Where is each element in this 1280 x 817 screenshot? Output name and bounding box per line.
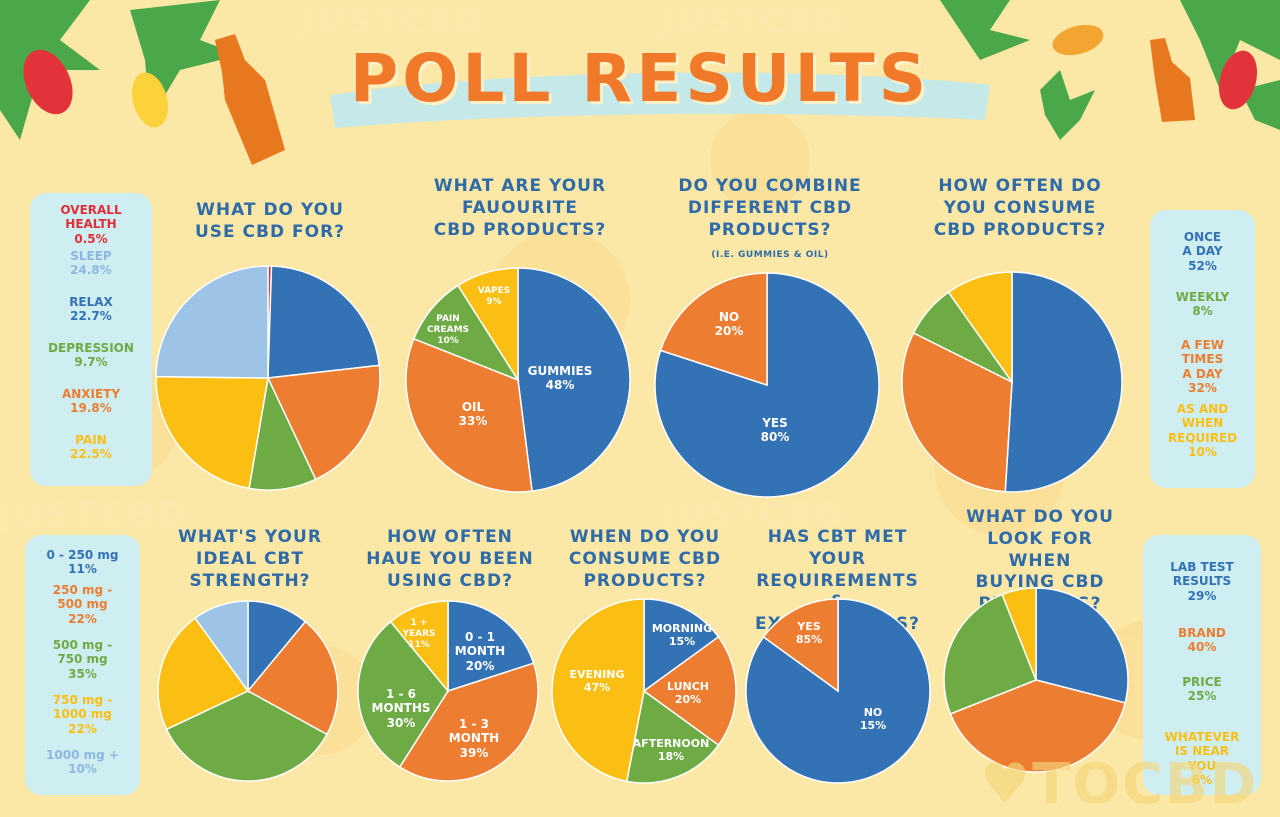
slice-label: 1 - 3 MONTH 39% [448, 717, 500, 760]
legend-entry: OVERALL HEALTH 0.5% [60, 203, 122, 246]
chart-title: HOW OFTEN HAUE YOU BEEN USING CBD? [366, 527, 534, 591]
legend-entry: 500 mg - 750 mg 35% [52, 638, 113, 681]
legend-panel-left-top [30, 193, 152, 486]
legend-panel-left-bottom [25, 535, 140, 795]
slice-label: YES 80% [760, 416, 790, 445]
watermark: JUSTCBD [300, 2, 489, 42]
slice-label: MORNING 15% [651, 622, 713, 649]
page-title: POLL RESULTS [349, 40, 931, 117]
slice-label: OIL 33% [458, 400, 488, 429]
oil-bottle-icon [215, 34, 1195, 165]
legend-entry: 0 - 250 mg 11% [46, 548, 119, 577]
slice-label: VAPES 9% [477, 286, 511, 307]
legend-entry: RELAX 22.7% [69, 295, 113, 324]
slice-label: NO 15% [859, 706, 887, 733]
chart-title: WHAT ARE YOUR FAUOURITE CBD PRODUCTS? [433, 176, 607, 240]
chart-title: WHAT'S YOUR IDEAL CBT STRENGTH? [178, 527, 322, 591]
chart-subtitle: (I.E. GUMMIES & OIL) [711, 250, 829, 260]
slice-label: AFTERNOON 18% [632, 737, 710, 764]
chart-title: HOW OFTEN DO YOU CONSUME CBD PRODUCTS? [933, 176, 1107, 240]
legend-entry: PRICE 25% [1182, 675, 1222, 704]
slice-label: YES 85% [795, 620, 823, 647]
slice-label: PAIN CREAMS 10% [426, 314, 470, 346]
legend-entry: SLEEP 24.8% [70, 249, 112, 278]
legend-entry: AS AND WHEN REQUIRED 10% [1167, 402, 1238, 460]
slice-label: EVENING 47% [569, 668, 625, 695]
legend-entry: BRAND 40% [1178, 626, 1226, 655]
chart-title: WHAT DO YOU USE CBD FOR? [194, 200, 346, 242]
slice-label: LUNCH 20% [666, 680, 710, 707]
slice-label: 1 - 6 MONTHS 30% [371, 687, 431, 730]
legend-entry: 750 mg - 1000 mg 22% [52, 693, 113, 736]
chart-title: WHEN DO YOU CONSUME CBD PRODUCTS? [568, 527, 722, 591]
legend-entry: DEPRESSION 9.7% [48, 341, 134, 370]
legend-panel-right-top [1150, 210, 1255, 488]
legend-entry: ONCE A DAY 52% [1182, 230, 1223, 273]
chart-title: DO YOU COMBINE DIFFERENT CBD PRODUCTS? [678, 176, 862, 240]
legend-entry: WHATEVER IS NEAR YOU 6% [1164, 730, 1240, 788]
chart-title: WHAT DO YOU LOOK FOR WHEN BUYING CBD PRO… [966, 507, 1114, 614]
slice-label: 1 + YEARS 11% [402, 618, 436, 650]
legend-entry: ANXIETY 19.8% [61, 387, 121, 416]
tocbd-logo: ♥TOCBD [980, 752, 1259, 817]
slice-label: GUMMIES 48% [527, 364, 593, 393]
legend-panel-right-bottom [1143, 535, 1261, 795]
watermark: JUSTCBD [660, 495, 849, 535]
legend-entry: WEEKLY 8% [1175, 290, 1230, 319]
legend-entry: A FEW TIMES A DAY 32% [1180, 338, 1225, 396]
watermark: JUSTCBD [660, 2, 849, 42]
legend-entry: PAIN 22.5% [70, 433, 112, 462]
slice-label: 0 - 1 MONTH 20% [454, 630, 506, 673]
heart-icon: ♥ [980, 752, 1033, 817]
legend-entry: LAB TEST RESULTS 29% [1170, 560, 1234, 603]
watermark: JUSTCBD [0, 495, 189, 535]
gummy-bear-icon [23, 24, 1258, 128]
legend-entry: 250 mg - 500 mg 22% [52, 583, 113, 626]
legend-entry: 1000 mg + 10% [46, 748, 119, 777]
slice-label: NO 20% [714, 310, 744, 339]
